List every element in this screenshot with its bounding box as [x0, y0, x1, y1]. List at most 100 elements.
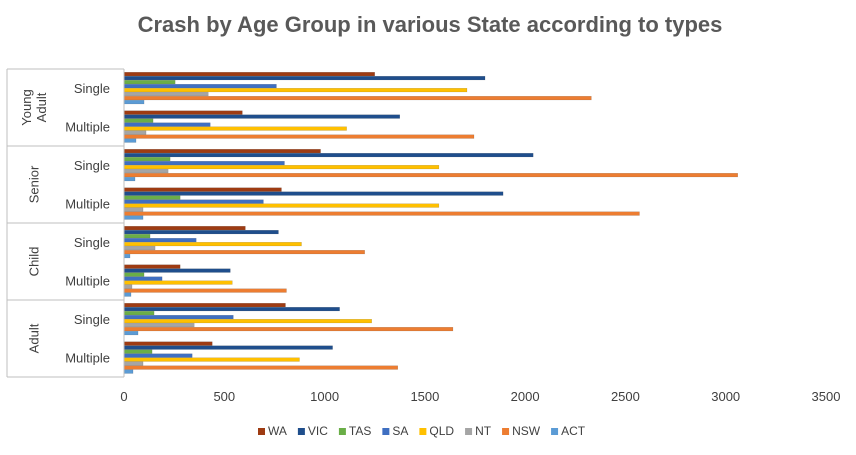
group-label: Adult: [27, 323, 42, 353]
bar-senior-multiple-nt: [123, 207, 144, 212]
legend-swatch: [258, 428, 265, 435]
bar-young-adult-multiple-qld: [123, 126, 347, 131]
bar-senior-multiple-act: [123, 215, 144, 220]
bar-senior-single-act: [123, 177, 136, 182]
legend-label: QLD: [429, 424, 454, 438]
x-tick-label: 500: [213, 389, 235, 404]
bar-senior-multiple-sa: [123, 199, 264, 204]
legend-swatch: [297, 428, 305, 435]
bar-young-adult-single-act: [123, 100, 145, 105]
group-label: Child: [27, 247, 42, 277]
legend-swatch: [419, 428, 427, 435]
x-tick-label: 1500: [410, 389, 439, 404]
legend-item-qld: QLD: [419, 424, 454, 438]
bar-child-multiple-tas: [123, 272, 145, 277]
bar-senior-single-wa: [123, 149, 321, 154]
legend-label: NT: [475, 424, 492, 438]
legend-swatch: [465, 428, 473, 435]
category-label: Multiple: [65, 350, 110, 365]
legend-item-nt: NT: [465, 424, 492, 438]
bar-young-adult-single-qld: [123, 88, 468, 93]
bar-child-multiple-nt: [123, 284, 133, 289]
bar-senior-multiple-vic: [123, 191, 504, 196]
x-tick-label: 1000: [310, 389, 339, 404]
bar-adult-single-wa: [123, 303, 286, 308]
category-label: Multiple: [65, 196, 110, 211]
bar-senior-multiple-wa: [123, 187, 282, 192]
bar-child-single-act: [123, 254, 131, 259]
bar-young-adult-single-vic: [123, 76, 486, 81]
bar-adult-multiple-act: [123, 369, 134, 374]
chart-title: Crash by Age Group in various State acco…: [138, 12, 723, 37]
legend-label: NSW: [512, 424, 541, 438]
x-tick-label: 3000: [711, 389, 740, 404]
bar-child-multiple-wa: [123, 264, 181, 269]
bar-adult-multiple-tas: [123, 349, 153, 354]
bar-senior-single-sa: [123, 161, 285, 166]
bar-child-multiple-act: [123, 292, 132, 297]
bar-senior-multiple-qld: [123, 203, 440, 208]
bar-young-adult-single-nt: [123, 92, 209, 97]
bar-young-adult-multiple-nsw: [123, 134, 475, 139]
bar-child-multiple-nsw: [123, 288, 287, 293]
bar-young-adult-multiple-act: [123, 138, 137, 143]
bar-senior-multiple-tas: [123, 195, 181, 200]
legend-item-nsw: NSW: [502, 424, 541, 438]
bar-child-single-nt: [123, 246, 156, 251]
bar-adult-single-qld: [123, 319, 372, 324]
bar-young-adult-single-wa: [123, 72, 375, 77]
category-label: Single: [74, 158, 110, 173]
legend-item-act: ACT: [551, 424, 586, 438]
bar-senior-single-nsw: [123, 173, 738, 178]
bar-adult-multiple-nsw: [123, 365, 398, 370]
legend-label: TAS: [349, 424, 371, 438]
bar-young-adult-single-nsw: [123, 96, 592, 101]
bars-layer: [123, 72, 738, 374]
bar-child-multiple-vic: [123, 268, 231, 273]
x-tick-label: 2000: [511, 389, 540, 404]
bar-adult-single-sa: [123, 315, 234, 320]
legend-swatch: [502, 428, 510, 435]
bar-adult-single-vic: [123, 307, 340, 312]
legend-swatch: [338, 428, 346, 435]
bar-young-adult-multiple-nt: [123, 130, 147, 135]
legend-label: WA: [268, 424, 287, 438]
bar-adult-multiple-qld: [123, 357, 300, 362]
x-tick-label: 0: [120, 389, 127, 404]
bar-child-multiple-qld: [123, 280, 233, 285]
x-tick-label: 2500: [611, 389, 640, 404]
group-label: YoungAdult: [19, 89, 49, 125]
bar-young-adult-multiple-vic: [123, 114, 400, 119]
legend-item-sa: SA: [382, 424, 408, 438]
bar-child-single-qld: [123, 242, 302, 247]
bar-senior-multiple-nsw: [123, 211, 640, 216]
bar-senior-single-tas: [123, 157, 171, 162]
bar-child-single-tas: [123, 234, 151, 239]
bar-senior-single-nt: [123, 169, 169, 174]
bar-young-adult-single-tas: [123, 80, 176, 85]
bar-adult-single-nsw: [123, 327, 454, 332]
category-label: Multiple: [65, 273, 110, 288]
legend-label: ACT: [561, 424, 586, 438]
legend-swatch: [382, 428, 390, 435]
legend-swatch: [551, 428, 559, 435]
x-tick-label: 3500: [812, 389, 841, 404]
bar-young-adult-single-sa: [123, 84, 277, 89]
bar-child-single-sa: [123, 238, 197, 243]
bar-child-single-nsw: [123, 250, 365, 255]
legend-item-tas: TAS: [338, 424, 371, 438]
category-label: Multiple: [65, 119, 110, 134]
legend-label: SA: [392, 424, 408, 438]
category-label: Single: [74, 312, 110, 327]
legend: WA VIC TAS SA QLD NT NSW ACT: [258, 424, 586, 438]
bar-child-single-wa: [123, 226, 246, 231]
legend-item-vic: VIC: [297, 424, 328, 438]
bar-senior-single-vic: [123, 153, 534, 158]
bar-young-adult-multiple-sa: [123, 122, 211, 127]
axis-layer: Single Multiple Single Multiple Single Multip…: [6, 68, 841, 404]
legend-label: VIC: [308, 424, 328, 438]
bar-child-multiple-sa: [123, 276, 163, 281]
bar-adult-multiple-sa: [123, 353, 193, 358]
bar-adult-multiple-nt: [123, 361, 144, 366]
